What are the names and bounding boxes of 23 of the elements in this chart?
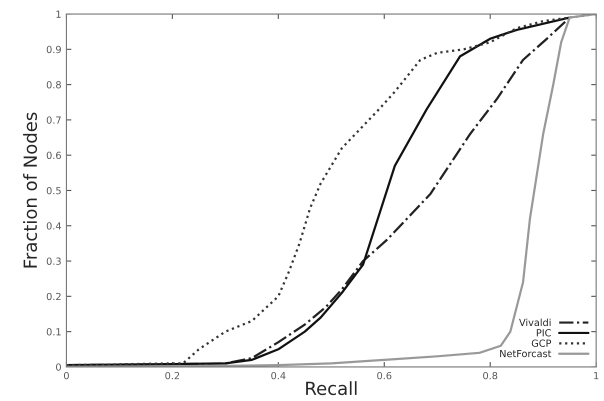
x-tick-label: 0.4: [271, 372, 286, 380]
legend-label: GCP: [532, 340, 552, 347]
y-tick-label: 0.7: [46, 116, 61, 124]
y-tick-label: 0.1: [46, 328, 61, 336]
y-tick-label: 0.9: [46, 46, 61, 54]
x-tick-label: 0.6: [377, 372, 392, 380]
x-tick-label: 1: [594, 372, 598, 380]
y-tick-label: 0.8: [46, 81, 61, 88]
x-tick-label: 0.2: [165, 372, 180, 380]
y-tick-label: 0.4: [46, 222, 62, 230]
x-tick-label: 0: [64, 372, 69, 380]
x-tick-label: 0.8: [483, 372, 498, 380]
y-tick-label: 0.5: [46, 186, 61, 194]
legend-label: NetForcast: [500, 350, 552, 358]
y-tick-label: 0.6: [46, 152, 61, 160]
legend-label: PIC: [536, 329, 551, 336]
x-axis-title: Recall: [306, 381, 357, 396]
legend-label: Vivaldi: [519, 318, 551, 326]
y-tick-label: 0.2: [46, 292, 61, 300]
y-tick-label: 1: [56, 10, 61, 18]
y-tick-label: 0: [56, 363, 61, 371]
y-axis-title: Fraction of Nodes: [23, 112, 38, 268]
y-tick-label: 0.3: [46, 258, 61, 265]
